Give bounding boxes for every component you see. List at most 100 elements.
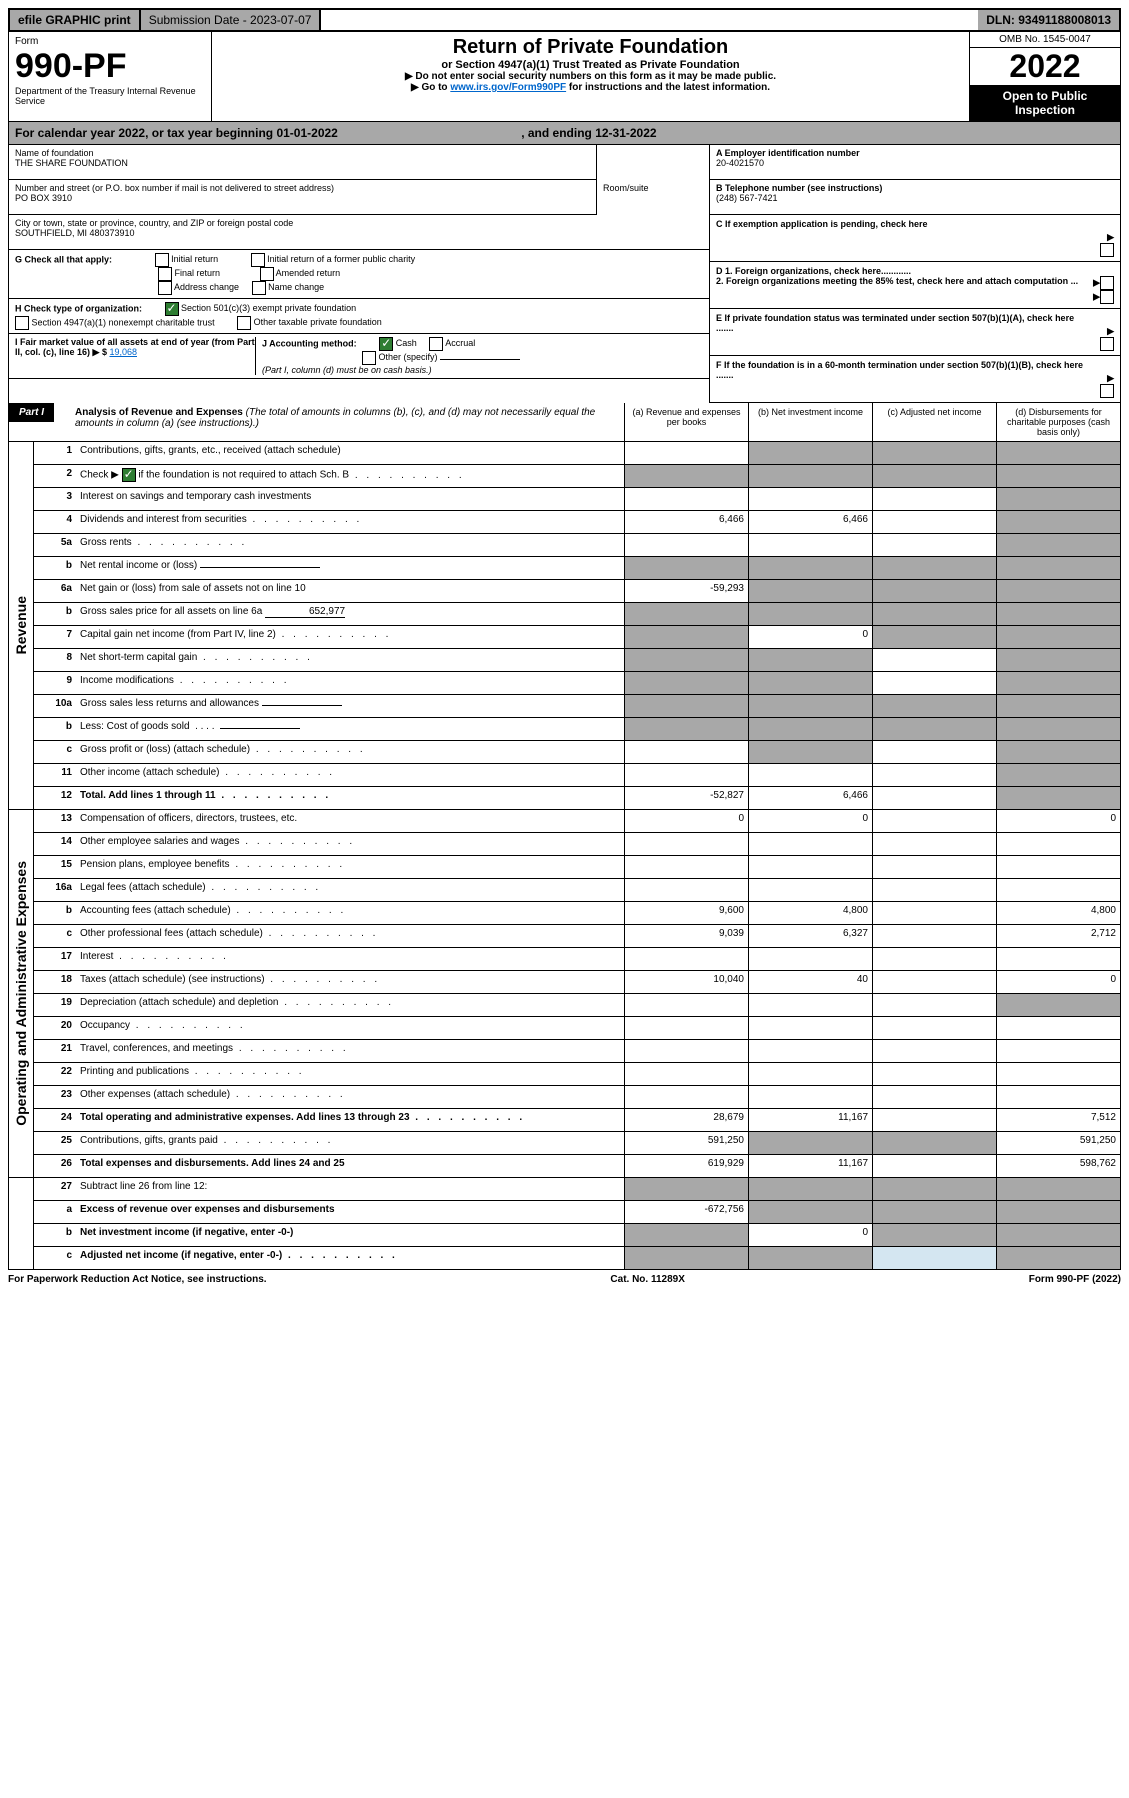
r27a-a: -672,756 (624, 1201, 748, 1223)
r12-b: 6,466 (748, 787, 872, 809)
501c3-checkbox[interactable] (165, 302, 179, 316)
tax-year: 2022 (970, 48, 1120, 85)
g-opt-1: Final return (175, 268, 221, 278)
city: SOUTHFIELD, MI 480373910 (15, 228, 703, 238)
r16c-desc: Other professional fees (attach schedule… (76, 925, 624, 947)
line-27-section: 27Subtract line 26 from line 12: aExcess… (8, 1178, 1121, 1270)
foundation-name: THE SHARE FOUNDATION (15, 158, 590, 168)
h-label: H Check type of organization: (15, 303, 142, 313)
f-label: F If the foundation is in a 60-month ter… (716, 360, 1083, 380)
initial-return-checkbox[interactable] (155, 253, 169, 267)
r16b-num: b (34, 902, 76, 924)
form-title: Return of Private Foundation (218, 36, 963, 59)
name-change-checkbox[interactable] (252, 281, 266, 295)
page-footer: For Paperwork Reduction Act Notice, see … (8, 1270, 1121, 1289)
dln: DLN: 93491188008013 (978, 10, 1119, 30)
instr-2-pre: ▶ Go to (411, 82, 450, 93)
schb-checkbox[interactable] (122, 468, 136, 482)
part1-header: Part I Analysis of Revenue and Expenses … (8, 403, 1121, 442)
r10a-num: 10a (34, 695, 76, 717)
r3-num: 3 (34, 488, 76, 510)
amended-return-checkbox[interactable] (260, 267, 274, 281)
r9-num: 9 (34, 672, 76, 694)
r16b-a: 9,600 (624, 902, 748, 924)
form-header: Form 990-PF Department of the Treasury I… (8, 32, 1121, 122)
omb: OMB No. 1545-0047 (970, 32, 1120, 48)
r10a-desc: Gross sales less returns and allowances (76, 695, 624, 717)
r4-num: 4 (34, 511, 76, 533)
topbar: efile GRAPHIC print Submission Date - 20… (8, 8, 1121, 32)
r10b-num: b (34, 718, 76, 740)
room-label: Room/suite (597, 180, 709, 215)
r19-num: 19 (34, 994, 76, 1016)
final-return-checkbox[interactable] (158, 267, 172, 281)
r16a-desc: Legal fees (attach schedule) (76, 879, 624, 901)
r25-desc: Contributions, gifts, grants paid (76, 1132, 624, 1154)
r16c-a: 9,039 (624, 925, 748, 947)
part1-label: Part I (9, 403, 54, 422)
d2-checkbox[interactable] (1100, 290, 1114, 304)
j-label: J Accounting method: (262, 338, 357, 348)
r23-num: 23 (34, 1086, 76, 1108)
r15-desc: Pension plans, employee benefits (76, 856, 624, 878)
r21-desc: Travel, conferences, and meetings (76, 1040, 624, 1062)
r24-b: 11,167 (748, 1109, 872, 1131)
r26-a: 619,929 (624, 1155, 748, 1177)
d1-checkbox[interactable] (1100, 276, 1114, 290)
city-label: City or town, state or province, country… (15, 218, 703, 228)
cash-checkbox[interactable] (379, 337, 393, 351)
footer-right: Form 990-PF (2022) (1029, 1274, 1121, 1285)
4947-checkbox[interactable] (15, 316, 29, 330)
r24-desc: Total operating and administrative expen… (76, 1109, 624, 1131)
r25-d: 591,250 (996, 1132, 1120, 1154)
r18-num: 18 (34, 971, 76, 993)
g-section: G Check all that apply: Initial return I… (9, 250, 709, 299)
r17-num: 17 (34, 948, 76, 970)
room-suite-col (597, 145, 709, 180)
r27-desc: Subtract line 26 from line 12: (76, 1178, 624, 1200)
instructions-link[interactable]: www.irs.gov/Form990PF (450, 82, 566, 93)
accrual-checkbox[interactable] (429, 337, 443, 351)
f-checkbox[interactable] (1100, 384, 1114, 398)
r18-d: 0 (996, 971, 1120, 993)
yearline-pre: For calendar year 2022, or tax year begi… (15, 126, 276, 140)
r10b-desc: Less: Cost of goods sold . . . . (76, 718, 624, 740)
efile-button[interactable]: efile GRAPHIC print (10, 10, 141, 30)
col-d-header: (d) Disbursements for charitable purpose… (996, 403, 1120, 441)
r27c-num: c (34, 1247, 76, 1269)
other-taxable-checkbox[interactable] (237, 316, 251, 330)
r12-num: 12 (34, 787, 76, 809)
r4-b: 6,466 (748, 511, 872, 533)
r13-d: 0 (996, 810, 1120, 832)
e-checkbox[interactable] (1100, 337, 1114, 351)
r21-num: 21 (34, 1040, 76, 1062)
r13-num: 13 (34, 810, 76, 832)
r9-desc: Income modifications (76, 672, 624, 694)
g-opt-3: Initial return of a former public charit… (267, 254, 415, 264)
g-opt-0: Initial return (171, 254, 218, 264)
e-label: E If private foundation status was termi… (716, 313, 1074, 333)
r13-desc: Compensation of officers, directors, tru… (76, 810, 624, 832)
revenue-section: Revenue 1Contributions, gifts, grants, e… (8, 442, 1121, 810)
initial-former-checkbox[interactable] (251, 253, 265, 267)
r27b-b: 0 (748, 1224, 872, 1246)
r7-desc: Capital gain net income (from Part IV, l… (76, 626, 624, 648)
r1-num: 1 (34, 442, 76, 464)
r27b-desc: Net investment income (if negative, ente… (76, 1224, 624, 1246)
r7-num: 7 (34, 626, 76, 648)
c-checkbox[interactable] (1100, 243, 1114, 257)
r17-desc: Interest (76, 948, 624, 970)
r16b-desc: Accounting fees (attach schedule) (76, 902, 624, 924)
r23-desc: Other expenses (attach schedule) (76, 1086, 624, 1108)
r5a-desc: Gross rents (76, 534, 624, 556)
other-method-checkbox[interactable] (362, 351, 376, 365)
address-change-checkbox[interactable] (158, 281, 172, 295)
form-label: Form (15, 36, 205, 47)
yearline-end: 12-31-2022 (595, 126, 656, 140)
fmv-link[interactable]: 19,068 (109, 347, 137, 357)
col-a-header: (a) Revenue and expenses per books (624, 403, 748, 441)
instr-1: ▶ Do not enter social security numbers o… (218, 71, 963, 82)
r1-desc: Contributions, gifts, grants, etc., rece… (76, 442, 624, 464)
form-number: 990-PF (15, 47, 205, 86)
r16c-d: 2,712 (996, 925, 1120, 947)
